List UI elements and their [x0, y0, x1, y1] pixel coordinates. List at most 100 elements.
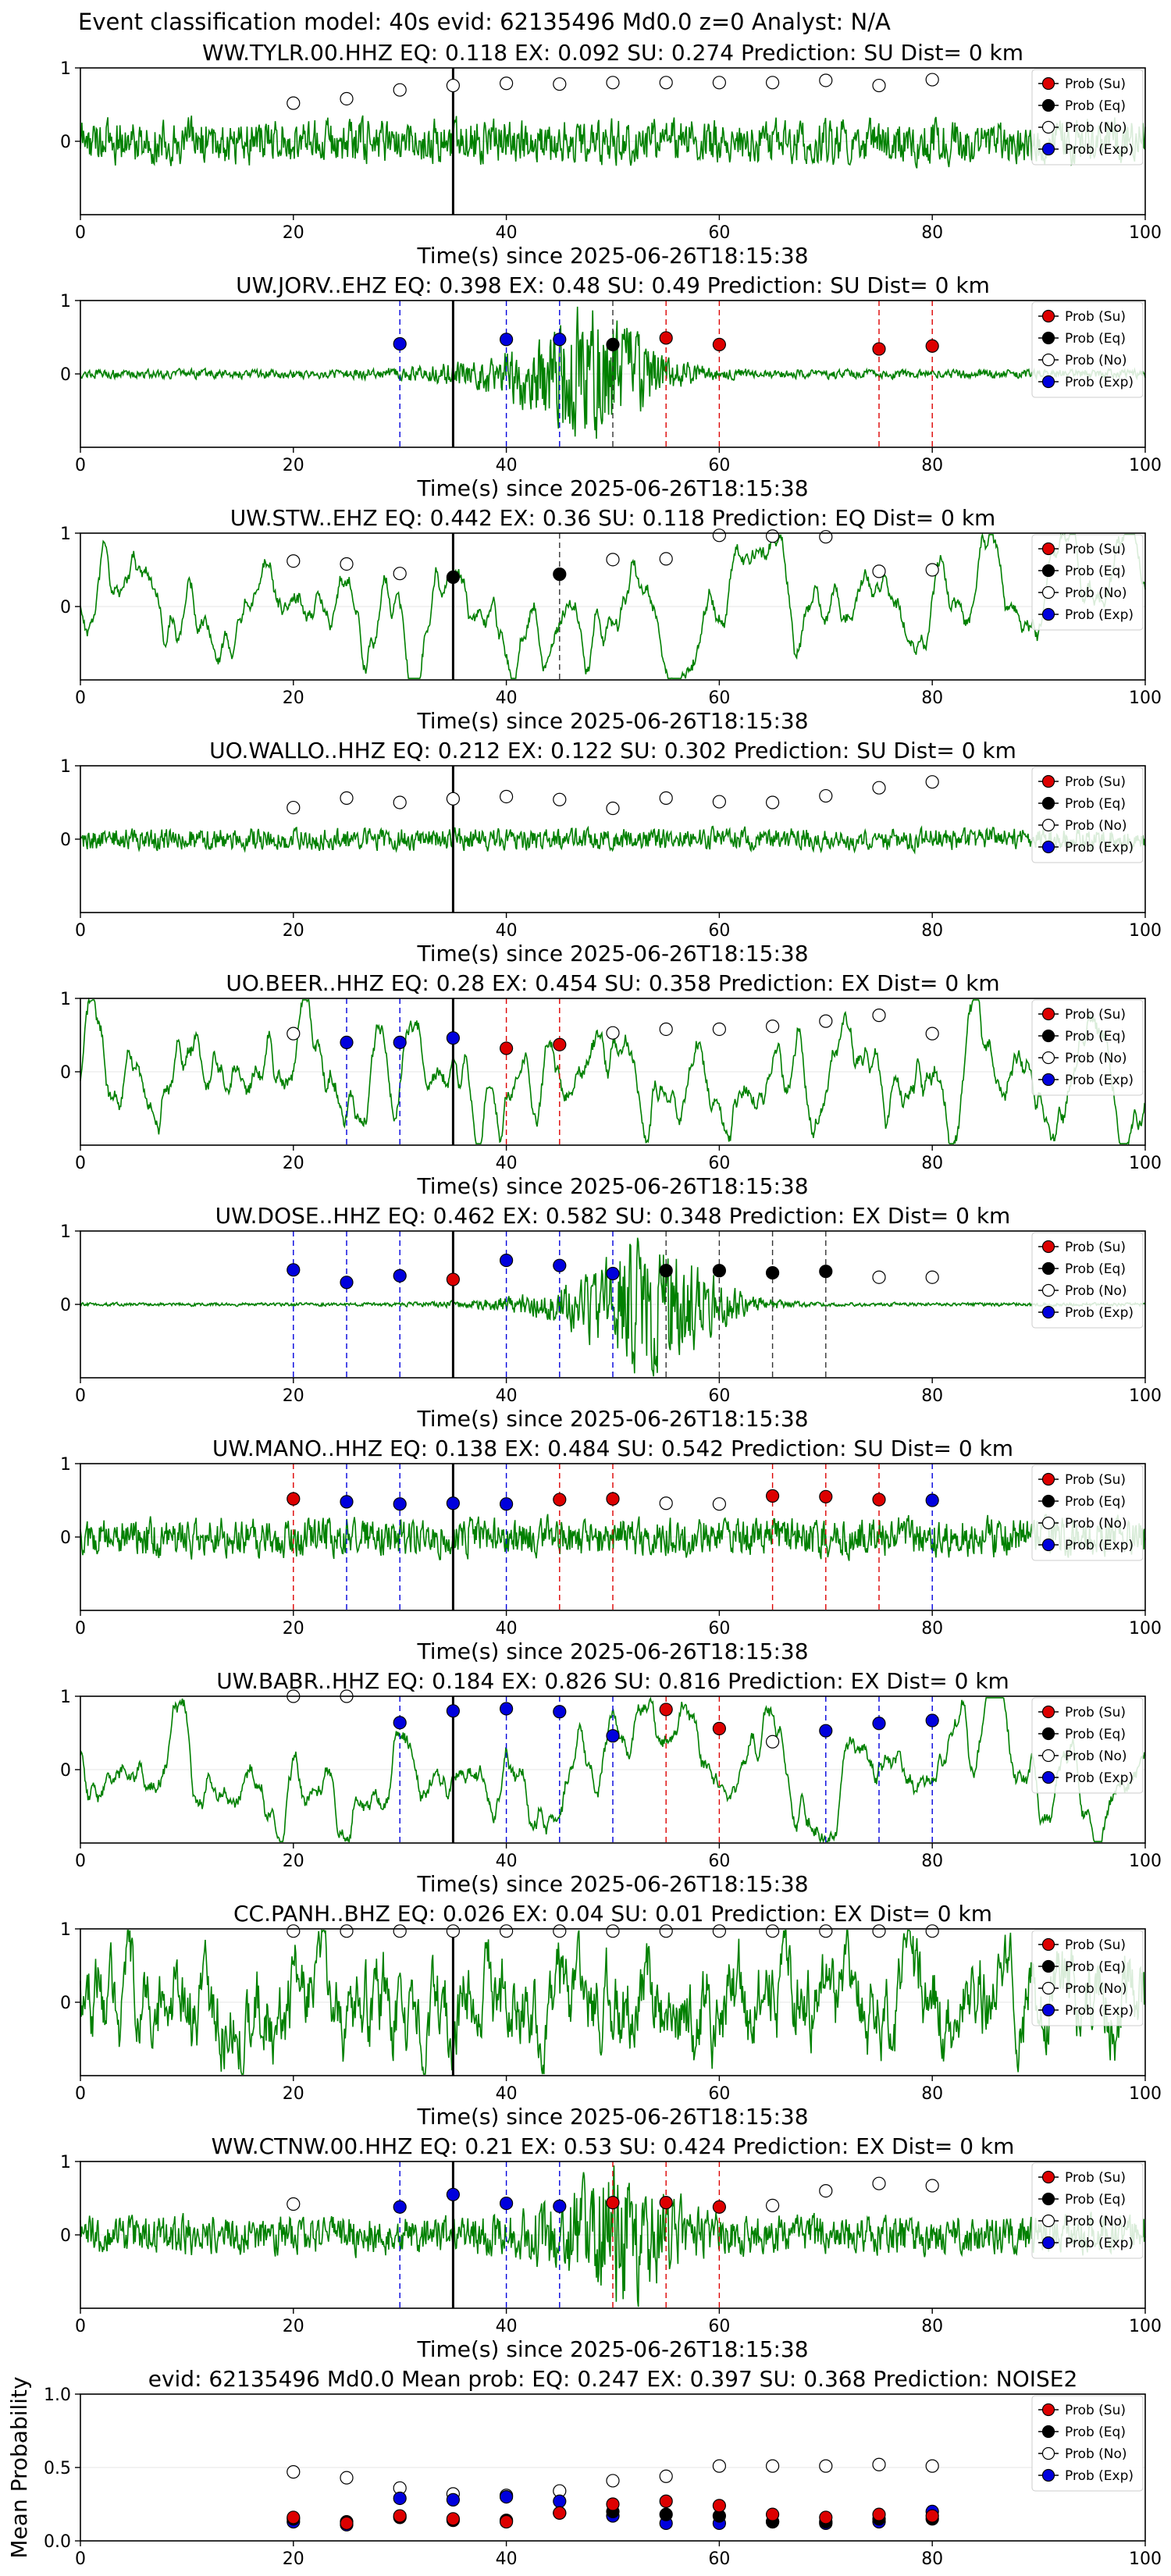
prob-point-exp — [553, 2199, 567, 2213]
x-tick-label: 100 — [1129, 1852, 1162, 1871]
y-tick-label: 0 — [60, 598, 71, 617]
x-tick-label: 20 — [283, 1619, 304, 1638]
legend-label: Prob (No) — [1065, 1981, 1127, 1997]
legend-label: Prob (No) — [1065, 353, 1127, 368]
legend-label: Prob (Exp) — [1065, 607, 1134, 623]
legend-label: Prob (Eq) — [1065, 564, 1126, 579]
legend-label: Prob (Su) — [1065, 542, 1126, 557]
x-tick-label: 20 — [283, 1386, 304, 1406]
mean-point-su — [925, 2509, 939, 2523]
legend-label: Prob (No) — [1065, 1516, 1127, 1532]
x-tick-label: 60 — [708, 2549, 730, 2569]
x-tick-label: 100 — [1129, 2084, 1162, 2104]
prob-point-su — [712, 2200, 727, 2214]
legend-label: Prob (Eq) — [1065, 1494, 1126, 1510]
x-axis-label: Time(s) since 2025-06-26T18:15:38 — [416, 243, 808, 269]
legend-marker — [1041, 1283, 1055, 1297]
legend-label: Prob (Eq) — [1065, 331, 1126, 347]
legend-label: Prob (Exp) — [1065, 2236, 1134, 2251]
legend-marker — [1041, 1305, 1055, 1319]
panel-title: WW.TYLR.00.HHZ EQ: 0.118 EX: 0.092 SU: 0… — [202, 40, 1023, 66]
prob-point-no — [606, 553, 620, 567]
mean-point-su — [393, 2509, 407, 2523]
x-tick-label: 0 — [75, 1154, 86, 1173]
legend-label: Prob (No) — [1065, 2446, 1127, 2462]
x-tick-label: 60 — [708, 688, 730, 708]
x-axis-label: Time(s) since 2025-06-26T18:15:38 — [416, 1638, 808, 1664]
prob-point-exp — [446, 2187, 461, 2201]
prob-point-no — [606, 801, 620, 816]
y-tick-label: 1 — [60, 1688, 71, 1707]
x-tick-label: 60 — [708, 2084, 730, 2104]
legend-box — [1031, 534, 1144, 631]
prob-point-no — [712, 1924, 727, 1938]
legend-label: Prob (No) — [1065, 1051, 1127, 1066]
prob-point-su — [287, 1492, 301, 1506]
prob-point-su — [553, 1037, 567, 1051]
legend-label: Prob (Exp) — [1065, 1305, 1134, 1321]
x-tick-label: 40 — [496, 2549, 518, 2569]
prob-point-exp — [499, 333, 514, 347]
mean-point-su — [287, 2510, 301, 2524]
panel-title: CC.PANH..BHZ EQ: 0.026 EX: 0.04 SU: 0.01… — [233, 1901, 992, 1927]
prob-point-eq — [606, 337, 620, 351]
x-tick-label: 20 — [283, 2549, 304, 2569]
prob-point-no — [872, 78, 886, 93]
legend-label: Prob (Exp) — [1065, 142, 1134, 158]
prob-point-no — [925, 775, 939, 789]
prob-point-no — [872, 1924, 886, 1938]
x-tick-label: 80 — [921, 688, 943, 708]
legend-label: Prob (Eq) — [1065, 2192, 1126, 2208]
x-tick-label: 0 — [75, 1386, 86, 1406]
y-tick-label: 0 — [60, 1761, 71, 1781]
legend-marker — [1041, 2425, 1055, 2439]
x-tick-label: 40 — [496, 1852, 518, 1871]
x-tick-label: 0 — [75, 456, 86, 475]
legend-label: Prob (No) — [1065, 585, 1127, 601]
legend-marker — [1041, 1937, 1055, 1952]
prob-point-no — [659, 1022, 673, 1037]
legend-label: Prob (Eq) — [1065, 1029, 1126, 1044]
legend-box — [1031, 1697, 1144, 1794]
prob-point-no — [446, 792, 461, 806]
legend-label: Prob (Su) — [1065, 774, 1126, 790]
y-tick-label: 0 — [60, 1528, 71, 1548]
legend-marker — [1041, 2468, 1055, 2482]
legend-label: Prob (No) — [1065, 120, 1127, 136]
prob-point-no — [606, 1924, 620, 1938]
prob-point-no — [393, 795, 407, 809]
legend-label: Prob (Su) — [1065, 2403, 1126, 2418]
legend-marker — [1041, 1705, 1055, 1719]
x-tick-label: 40 — [496, 1619, 518, 1638]
y-tick-label: 0 — [60, 133, 71, 152]
y-tick-label: 1.0 — [44, 2386, 71, 2405]
x-axis-label: Time(s) since 2025-06-26T18:15:38 — [416, 708, 808, 734]
prob-point-exp — [340, 1276, 354, 1290]
prob-point-exp — [606, 1729, 620, 1743]
legend-label: Prob (Eq) — [1065, 796, 1126, 812]
x-tick-label: 80 — [921, 1154, 943, 1173]
mean-point-su — [553, 2506, 567, 2520]
panel-1: UW.JORV..EHZ EQ: 0.398 EX: 0.48 SU: 0.49… — [60, 272, 1162, 501]
legend-label: Prob (Su) — [1065, 1472, 1126, 1488]
panel-title: UO.WALLO..HHZ EQ: 0.212 EX: 0.122 SU: 0.… — [209, 738, 1016, 763]
x-tick-label: 60 — [708, 456, 730, 475]
prob-point-exp — [393, 336, 407, 351]
x-axis-label: Time(s) since 2025-06-26T18:15:38 — [416, 2336, 808, 2362]
waveform — [80, 1928, 1146, 2075]
mean-point-su — [606, 2497, 620, 2511]
mean-point-su — [659, 2494, 673, 2508]
prob-point-no — [499, 76, 514, 91]
legend-marker — [1041, 309, 1055, 323]
legend-label: Prob (Eq) — [1065, 1727, 1126, 1742]
prob-point-no — [287, 1924, 301, 1938]
x-tick-label: 0 — [75, 2317, 86, 2336]
y-tick-label: 1 — [60, 525, 71, 544]
prob-point-no — [925, 73, 939, 87]
legend-label: Prob (Su) — [1065, 2170, 1126, 2186]
legend-marker — [1041, 1029, 1055, 1043]
legend-label: Prob (Su) — [1065, 1007, 1126, 1023]
panel-2: UW.STW..EHZ EQ: 0.442 EX: 0.36 SU: 0.118… — [60, 505, 1162, 734]
prob-point-no — [925, 1270, 939, 1284]
x-tick-label: 80 — [921, 2549, 943, 2569]
